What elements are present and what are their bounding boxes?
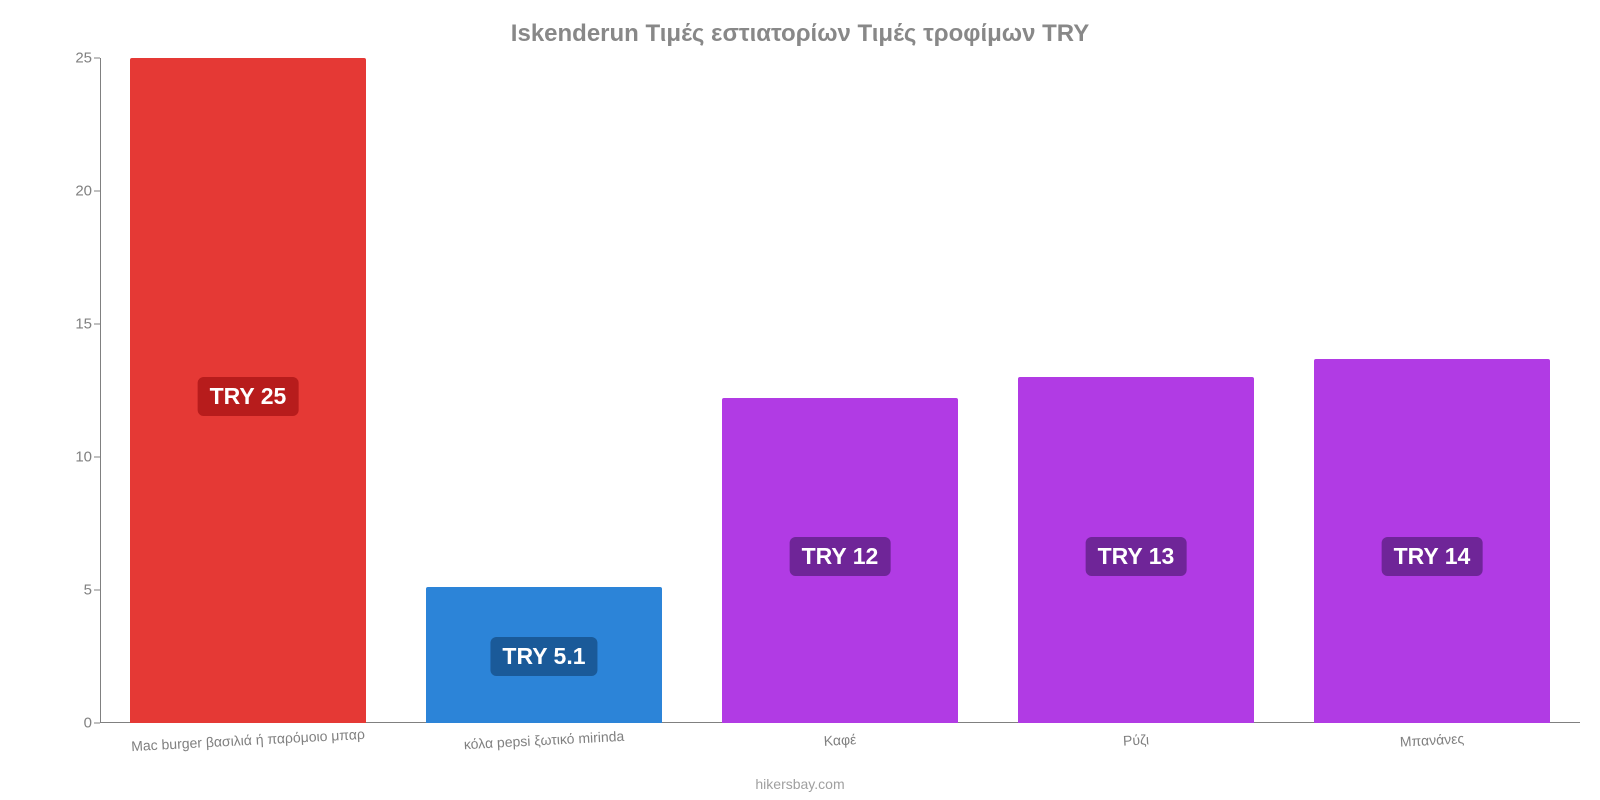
bar-value-label: TRY 25 bbox=[198, 377, 299, 416]
y-tick-label: 5 bbox=[84, 582, 92, 599]
bar-group: TRY 5.1 bbox=[426, 58, 663, 723]
y-tick-label: 20 bbox=[75, 183, 92, 200]
y-axis-line bbox=[100, 58, 101, 723]
x-tick-label: κόλα pepsi ξωτικό mirinda bbox=[463, 728, 624, 752]
bar-value-label: TRY 13 bbox=[1086, 537, 1187, 576]
y-axis: 0510152025 bbox=[60, 58, 100, 723]
plot-area: TRY 25 TRY 5.1 TRY 12 TRY 13 TRY 14 bbox=[100, 58, 1580, 723]
x-tick-label: Καφέ bbox=[823, 731, 856, 749]
bar-value-label: TRY 12 bbox=[790, 537, 891, 576]
bar-group: TRY 25 bbox=[130, 58, 367, 723]
y-tick-label: 0 bbox=[84, 715, 92, 732]
y-tick-label: 10 bbox=[75, 449, 92, 466]
attribution-text: hikersbay.com bbox=[0, 776, 1600, 792]
x-tick-label: Μπανάνες bbox=[1399, 730, 1464, 749]
bar-group: TRY 13 bbox=[1018, 58, 1255, 723]
y-tick-label: 25 bbox=[75, 50, 92, 67]
x-axis-labels: Mac burger βασιλιά ή παρόμοιο μπαρ κόλα p… bbox=[100, 728, 1580, 768]
bar-value-label: TRY 5.1 bbox=[490, 637, 597, 676]
bar-value-label: TRY 14 bbox=[1382, 537, 1483, 576]
y-tick-label: 15 bbox=[75, 316, 92, 333]
x-tick-label: Mac burger βασιλιά ή παρόμοιο μπαρ bbox=[131, 726, 365, 754]
x-tick-label: Ρύζι bbox=[1123, 731, 1150, 748]
bar-group: TRY 12 bbox=[722, 58, 959, 723]
chart-title: Iskenderun Τιμές εστιατορίων Τιμές τροφί… bbox=[0, 20, 1600, 48]
bar-group: TRY 14 bbox=[1314, 58, 1551, 723]
